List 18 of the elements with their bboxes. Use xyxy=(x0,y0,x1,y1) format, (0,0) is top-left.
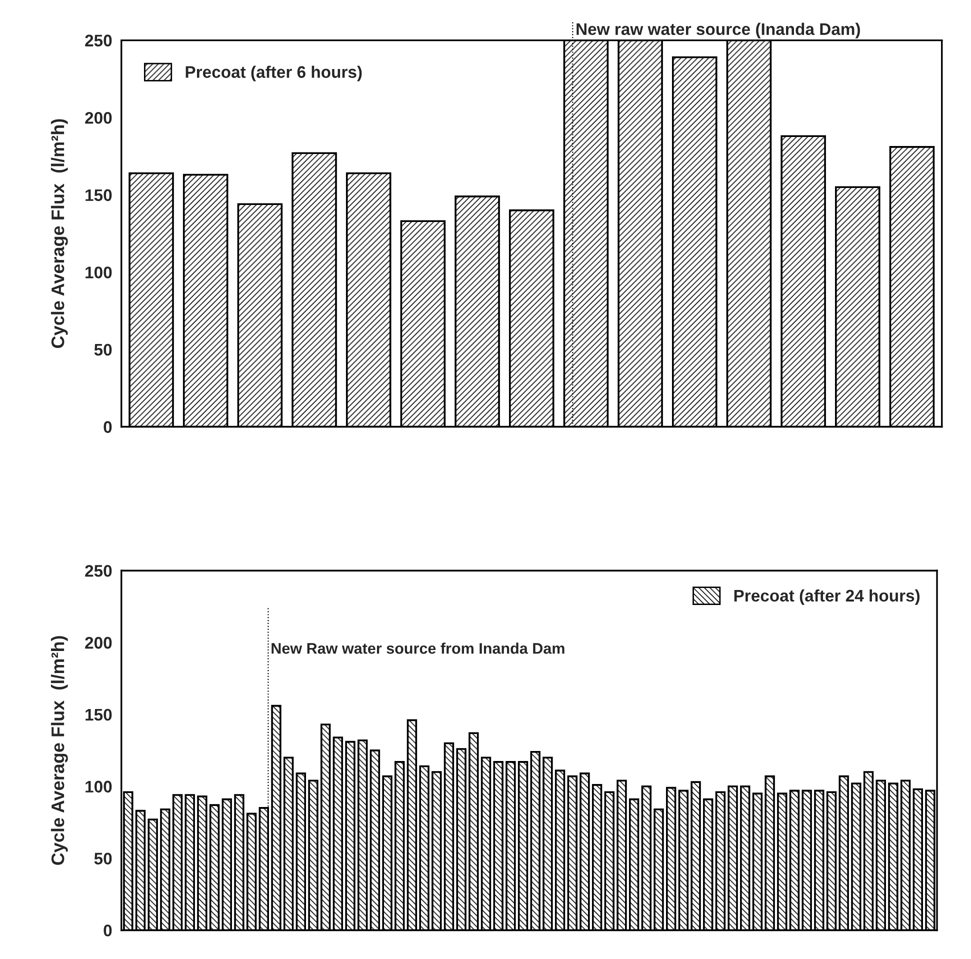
y-axis-title: Cycle Average Flux (l/m²h) xyxy=(50,119,68,348)
y-tick-label: 100 xyxy=(86,780,112,793)
text: New raw water source (Inanda Dam) xyxy=(576,22,860,38)
y-tick-label: 200 xyxy=(85,112,112,124)
y-tick-label: 250 xyxy=(85,565,112,577)
legend-label: Precoat (after 24 hours) xyxy=(734,589,920,605)
y-tick-label: 0 xyxy=(104,924,112,936)
annotation: New Raw water source from Inanda Dam xyxy=(272,642,564,654)
y-tick-label: 50 xyxy=(94,852,112,865)
y-tick-label: 150 xyxy=(86,708,112,721)
y-axis-title: Cycle Average Flux (l/m²h) xyxy=(50,636,68,865)
y-tick-label: 150 xyxy=(86,189,112,202)
y-tick-label: 100 xyxy=(86,266,112,278)
y-tick-label: 50 xyxy=(94,344,112,356)
y-tick-label: 0 xyxy=(104,421,112,433)
legend-label: Precoat (after 6 hours) xyxy=(186,66,362,82)
y-tick-label: 200 xyxy=(85,636,112,649)
y-tick-label: 250 xyxy=(85,34,112,46)
